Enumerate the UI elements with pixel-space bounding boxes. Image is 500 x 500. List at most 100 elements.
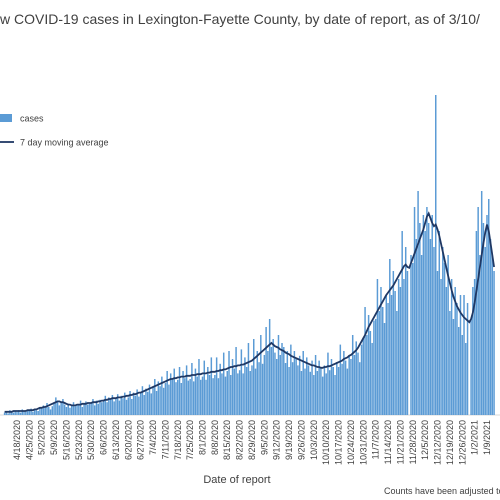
x-tick-label: 8/1/2020 [198,420,208,455]
x-tick-label: 6/20/2020 [123,420,133,460]
bar [435,95,437,415]
bar [53,403,55,415]
bar [194,368,197,415]
bar [247,343,250,415]
bar [215,357,218,415]
bar [385,295,388,415]
x-tick-label: 12/5/2020 [420,420,430,460]
bar [81,407,84,415]
bar [429,239,432,415]
bar [242,373,244,415]
x-tick-label: 1/2/2021 [470,420,480,455]
bar [37,411,39,415]
bar [279,355,281,415]
bar [291,362,294,415]
bar [168,384,170,415]
x-tick-label: 4/18/2020 [12,420,22,460]
bar [427,223,430,415]
bar [25,411,27,415]
bar [463,295,465,415]
bar [63,404,66,415]
bar [122,398,124,415]
x-tick-label: 8/15/2020 [222,420,232,460]
bar [404,247,407,415]
bar [157,381,160,415]
bar [286,351,289,415]
bar [224,376,227,415]
bar [336,362,338,415]
x-tick-label: 11/21/2020 [395,420,405,464]
bar [300,371,303,415]
bar [431,215,433,415]
bar [150,393,153,415]
bar [138,396,140,415]
bar [205,379,207,415]
bar [486,215,488,415]
bar [389,259,391,415]
bar [185,365,188,415]
bar [472,287,474,415]
bar [461,335,463,415]
bar [56,400,59,415]
bar [272,339,274,415]
bar [199,379,202,415]
bar [35,410,38,415]
bar [148,384,151,415]
bar [102,400,105,415]
bar [323,365,326,415]
x-tick-label: 11/28/2020 [408,420,418,464]
bar [154,379,156,415]
bar [219,363,221,415]
bar [72,402,75,415]
bar [33,409,36,415]
bar [369,331,372,415]
bar [97,403,99,415]
x-tick-label: 5/30/2020 [86,420,96,460]
bar [450,279,453,415]
bar [433,247,435,415]
bar [360,344,363,415]
bar [374,319,377,415]
bar [442,247,444,415]
bar [207,367,209,415]
bar [106,402,108,415]
x-tick-label: 7/11/2020 [160,420,170,459]
bar [65,407,68,415]
bar [124,392,126,415]
bar [139,392,142,415]
bar [161,376,163,415]
x-tick-label: 12/26/2020 [457,420,467,465]
x-tick-label: 6/27/2020 [136,420,146,460]
bar [270,347,273,415]
bar [30,408,32,415]
bar [366,335,368,415]
bar [214,375,216,415]
bar [376,279,379,415]
bar [228,351,230,415]
bar [353,355,356,415]
bar [233,368,236,415]
bar [489,239,492,415]
bar [184,378,186,415]
bar [302,351,304,415]
bar [394,291,396,415]
bar [410,255,412,415]
bar [260,335,262,415]
bar [274,352,276,415]
bar [359,362,361,415]
bar [337,367,340,415]
bar [281,343,283,415]
bar [115,399,117,415]
x-tick-label: 6/13/2020 [111,420,121,460]
x-tick-label: 9/19/2020 [284,420,294,460]
bar [339,344,342,415]
bar [95,400,98,415]
bar [403,279,405,415]
bar [17,410,20,415]
bar [325,373,327,415]
bar [3,412,6,415]
bar [484,247,486,415]
bar [480,191,483,415]
bar [134,395,137,415]
bar [166,371,168,415]
